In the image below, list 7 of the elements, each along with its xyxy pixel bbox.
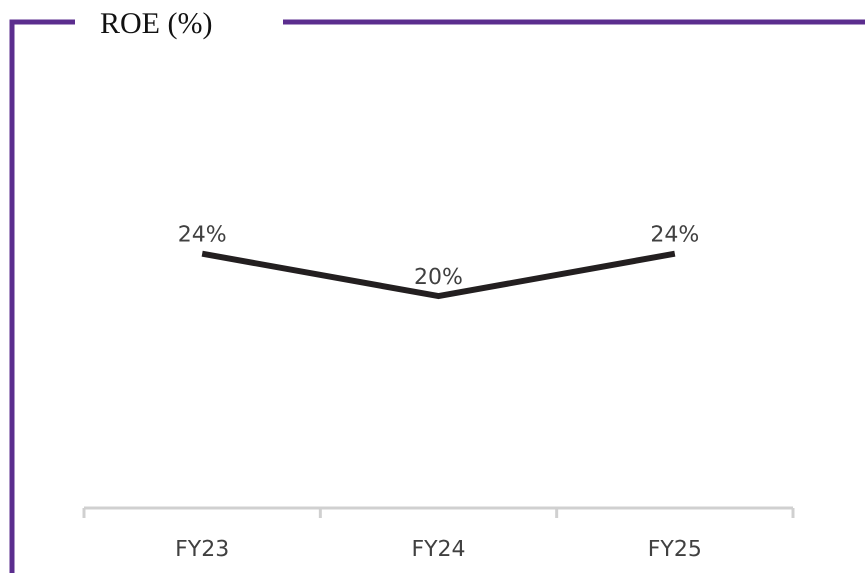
data-label: 24% [650, 222, 700, 248]
x-tick-label: FY23 [175, 537, 230, 562]
data-label: 20% [414, 265, 463, 290]
x-tick-label: FY24 [411, 537, 466, 562]
chart-title: ROE (%) [100, 7, 212, 40]
x-tick-label: FY25 [648, 537, 702, 562]
data-label: 24% [178, 222, 227, 248]
